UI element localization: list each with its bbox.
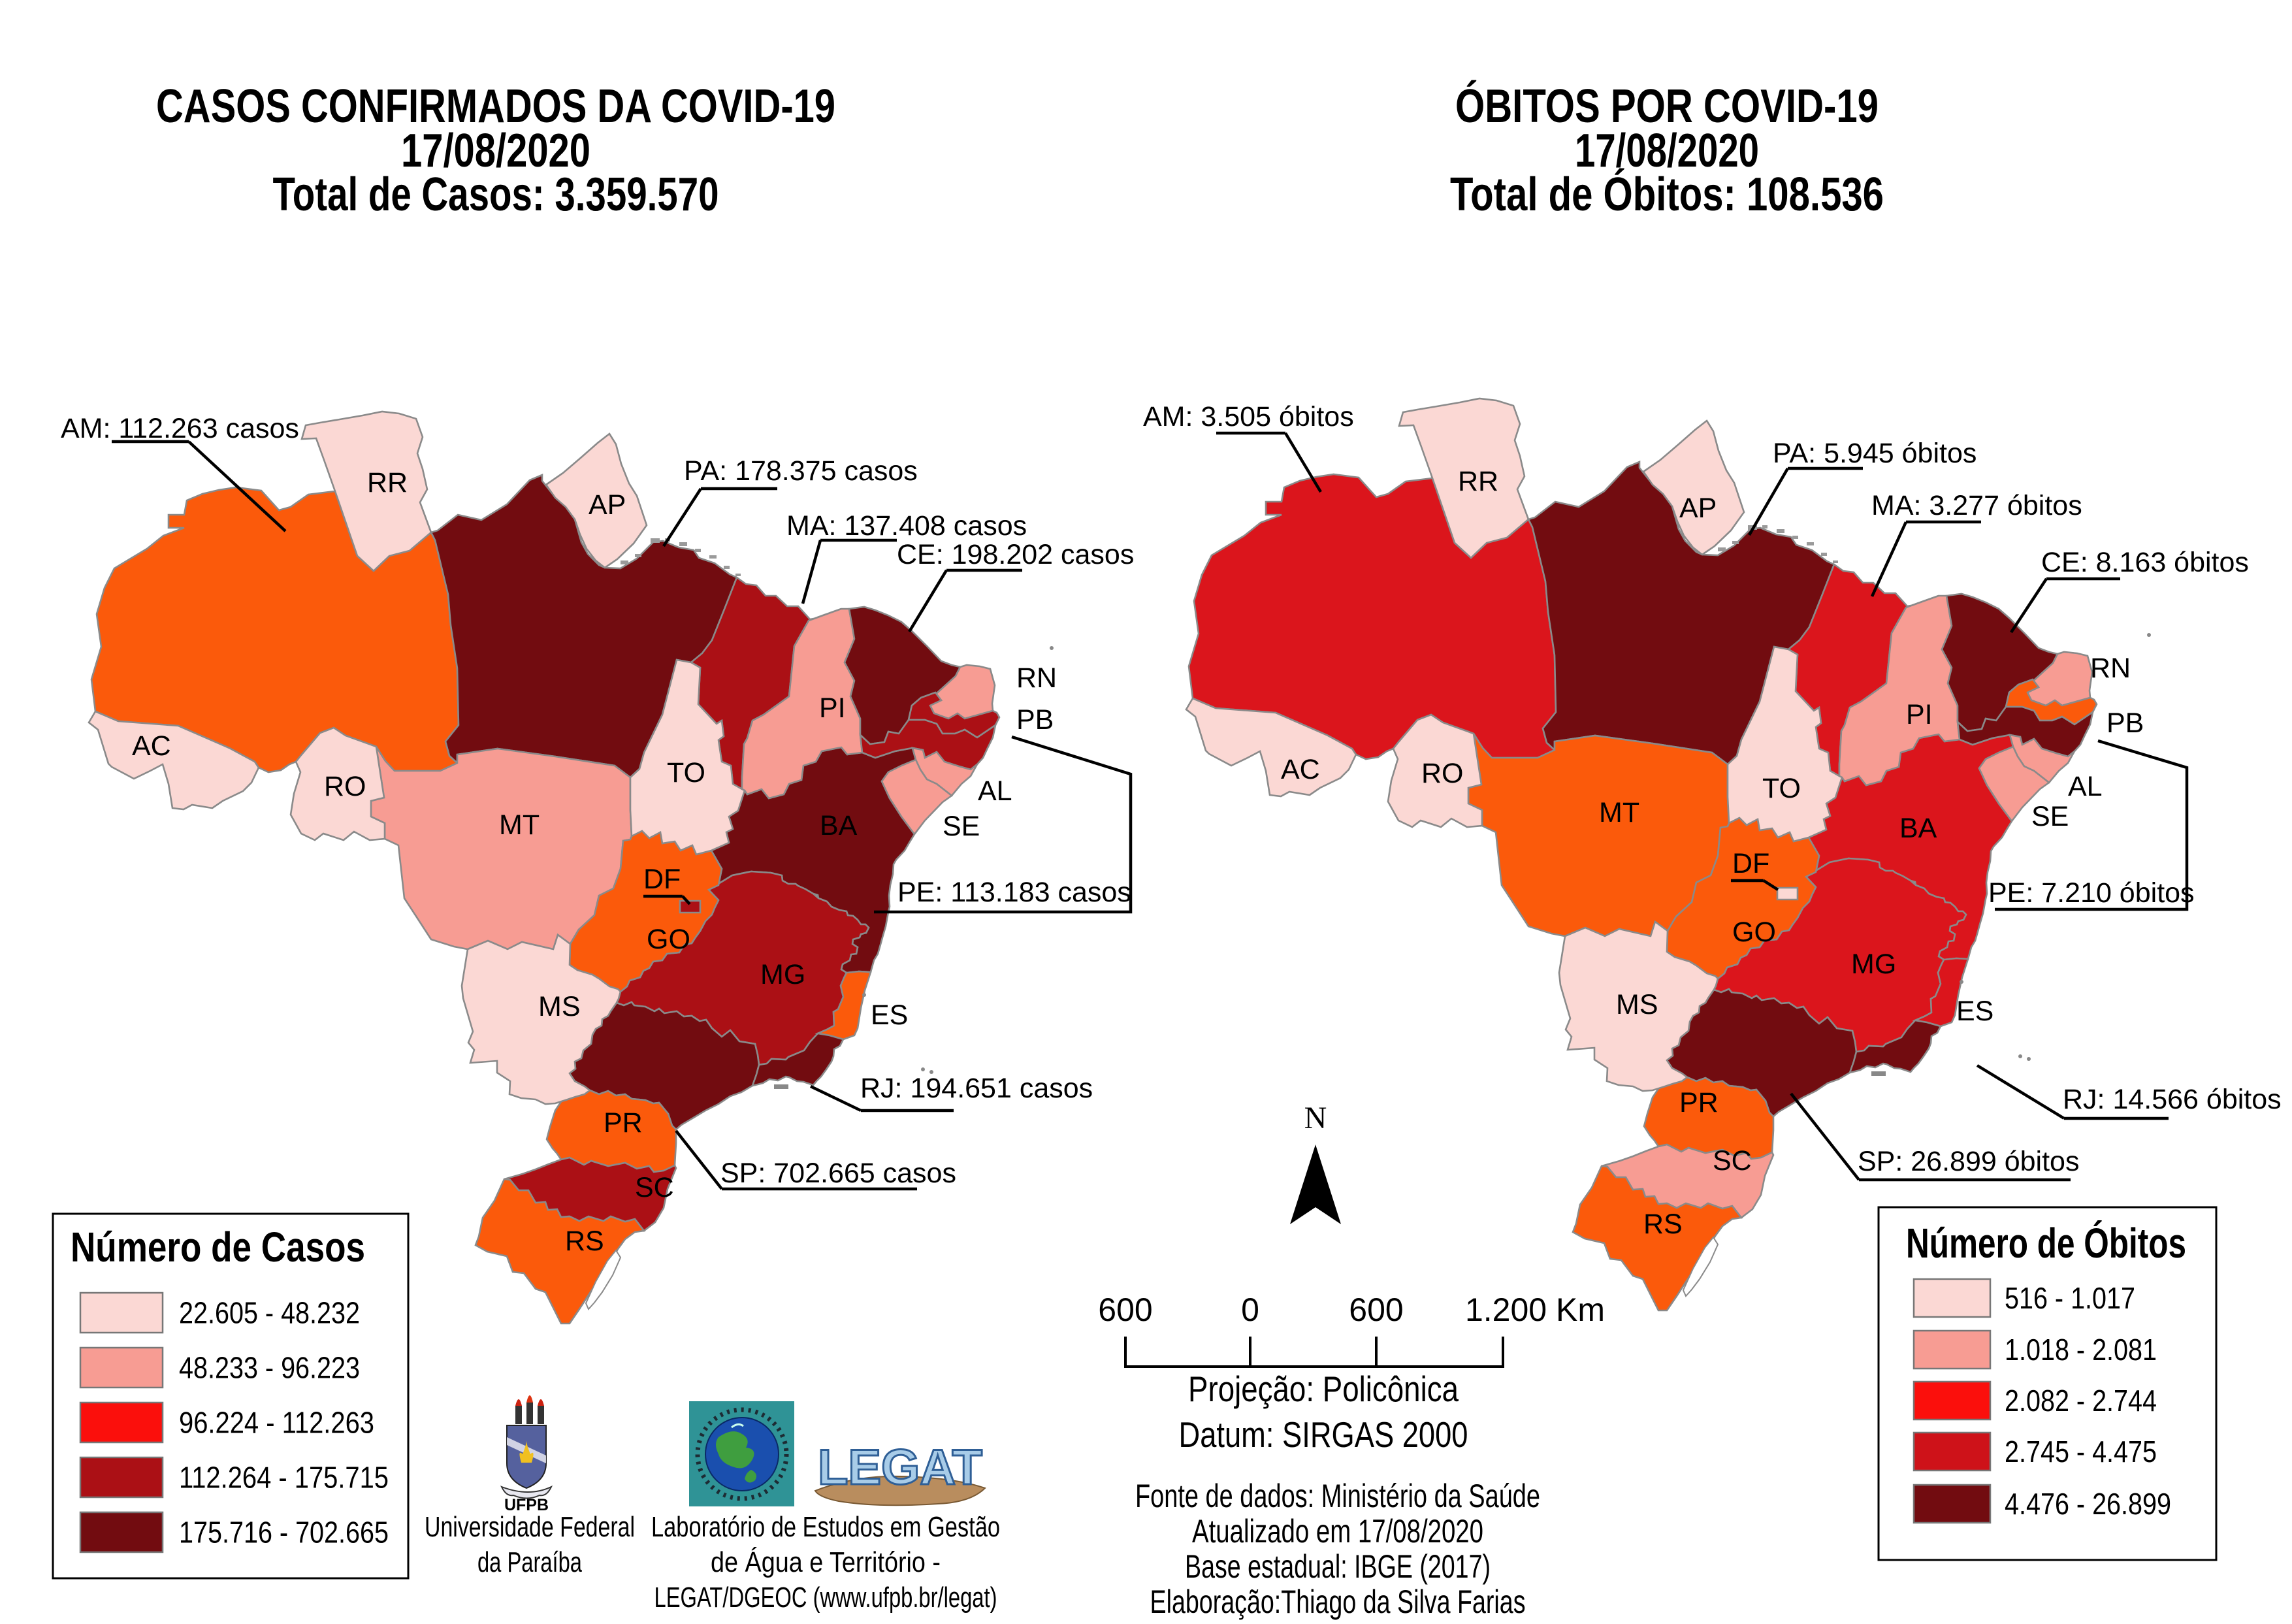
svg-text:AM: 112.263 casos: AM: 112.263 casos	[61, 413, 299, 444]
svg-text:SC: SC	[1713, 1145, 1752, 1177]
svg-text:Datum: SIRGAS 2000: Datum: SIRGAS 2000	[1179, 1414, 1468, 1455]
svg-text:MT: MT	[1599, 797, 1639, 828]
svg-text:2.745 - 4.475: 2.745 - 4.475	[2005, 1435, 2157, 1469]
svg-text:RS: RS	[565, 1226, 604, 1257]
svg-text:Número de Óbitos: Número de Óbitos	[1906, 1220, 2186, 1267]
svg-text:DF: DF	[1732, 848, 1769, 879]
svg-text:LEGAT: LEGAT	[818, 1440, 982, 1495]
svg-text:516 - 1.017: 516 - 1.017	[2005, 1281, 2135, 1315]
svg-text:AP: AP	[1679, 493, 1717, 524]
svg-text:PI: PI	[1906, 699, 1933, 730]
svg-text:MS: MS	[538, 991, 581, 1022]
svg-text:SP: 26.899 óbitos: SP: 26.899 óbitos	[1858, 1146, 2079, 1177]
svg-text:Total de Óbitos: 108.536: Total de Óbitos: 108.536	[1450, 168, 1884, 221]
svg-text:600: 600	[1349, 1291, 1403, 1328]
svg-text:RJ: 194.651 casos: RJ: 194.651 casos	[860, 1073, 1093, 1104]
svg-text:ES: ES	[1956, 996, 1993, 1027]
svg-text:BA: BA	[820, 810, 858, 841]
svg-text:96.224 - 112.263: 96.224 - 112.263	[179, 1406, 374, 1440]
svg-text:TO: TO	[667, 757, 705, 788]
svg-text:GO: GO	[647, 924, 690, 955]
svg-text:ES: ES	[871, 999, 908, 1031]
svg-text:RR: RR	[1458, 466, 1498, 497]
svg-text:MA: 3.277 óbitos: MA: 3.277 óbitos	[1871, 490, 2082, 521]
svg-text:MG: MG	[760, 959, 805, 990]
svg-text:MS: MS	[1616, 989, 1658, 1020]
svg-text:AP: AP	[589, 489, 626, 521]
svg-text:0: 0	[1241, 1291, 1259, 1328]
svg-text:MA: 137.408 casos: MA: 137.408 casos	[786, 510, 1027, 542]
svg-text:Base estadual: IBGE (2017): Base estadual: IBGE (2017)	[1185, 1548, 1491, 1585]
svg-text:PA: 178.375 casos: PA: 178.375 casos	[684, 455, 918, 487]
svg-text:17/08/2020: 17/08/2020	[1575, 125, 1759, 177]
svg-text:Número de Casos: Número de Casos	[71, 1224, 365, 1271]
svg-text:PE: 113.183 casos: PE: 113.183 casos	[897, 877, 1131, 908]
svg-text:RN: RN	[1016, 662, 1057, 694]
svg-text:Projeção: Policônica: Projeção: Policônica	[1188, 1369, 1459, 1409]
svg-text:da Paraíba: da Paraíba	[477, 1546, 582, 1578]
svg-text:RO: RO	[324, 771, 366, 802]
svg-text:PR: PR	[1679, 1087, 1719, 1118]
svg-text:AL: AL	[2068, 771, 2103, 802]
svg-text:CE: 198.202 casos: CE: 198.202 casos	[897, 539, 1134, 570]
svg-text:RN: RN	[2090, 653, 2131, 684]
svg-text:4.476 - 26.899: 4.476 - 26.899	[2005, 1487, 2171, 1521]
svg-text:Elaboração:Thiago da Silva Far: Elaboração:Thiago da Silva Farias	[1150, 1583, 1526, 1620]
svg-text:RO: RO	[1421, 758, 1464, 789]
svg-text:Universidade Federal: Universidade Federal	[425, 1511, 635, 1543]
svg-text:GO: GO	[1732, 917, 1776, 948]
svg-text:MG: MG	[1851, 949, 1896, 980]
svg-text:17/08/2020: 17/08/2020	[401, 125, 590, 177]
svg-text:48.233 - 96.223: 48.233 - 96.223	[179, 1351, 360, 1385]
svg-text:175.716 - 702.665: 175.716 - 702.665	[179, 1516, 389, 1550]
svg-text:Laboratório de Estudos em Gest: Laboratório de Estudos em Gestão	[651, 1511, 1000, 1543]
svg-text:N: N	[1304, 1101, 1327, 1135]
svg-text:PE: 7.210 óbitos: PE: 7.210 óbitos	[1988, 877, 2195, 909]
svg-text:RJ: 14.566 óbitos: RJ: 14.566 óbitos	[2063, 1084, 2282, 1115]
svg-text:Total de Casos: 3.359.570: Total de Casos: 3.359.570	[273, 169, 719, 221]
svg-text:UFPB: UFPB	[504, 1496, 549, 1514]
svg-text:AM: 3.505 óbitos: AM: 3.505 óbitos	[1143, 401, 1354, 432]
svg-text:PB: PB	[1016, 704, 1054, 736]
svg-text:DF: DF	[643, 864, 681, 895]
svg-text:PB: PB	[2106, 707, 2144, 739]
svg-text:2.082 - 2.744: 2.082 - 2.744	[2005, 1384, 2157, 1418]
svg-text:ÓBITOS POR COVID-19: ÓBITOS POR COVID-19	[1455, 80, 1879, 133]
svg-text:600: 600	[1098, 1291, 1152, 1328]
svg-text:PR: PR	[604, 1107, 643, 1139]
svg-text:112.264 - 175.715: 112.264 - 175.715	[179, 1461, 389, 1495]
svg-text:de Água e Território -: de Água e Território -	[711, 1546, 941, 1578]
svg-text:RS: RS	[1643, 1209, 1683, 1240]
svg-text:CE: 8.163 óbitos: CE: 8.163 óbitos	[2041, 547, 2249, 578]
svg-text:Atualizado em 17/08/2020: Atualizado em 17/08/2020	[1192, 1513, 1483, 1550]
svg-text:MT: MT	[499, 809, 540, 841]
svg-text:1.200 Km: 1.200 Km	[1465, 1291, 1605, 1328]
svg-text:LEGAT/DGEOC (www.ufpb.br/legat: LEGAT/DGEOC (www.ufpb.br/legat)	[654, 1582, 997, 1614]
svg-text:AC: AC	[132, 730, 171, 762]
svg-text:PA: 5.945 óbitos: PA: 5.945 óbitos	[1773, 438, 1977, 469]
svg-text:22.605 - 48.232: 22.605 - 48.232	[179, 1296, 360, 1330]
svg-text:RR: RR	[367, 467, 408, 498]
svg-text:1.018 - 2.081: 1.018 - 2.081	[2005, 1333, 2157, 1367]
svg-text:SE: SE	[2031, 801, 2069, 832]
svg-text:SE: SE	[943, 811, 980, 842]
svg-text:AL: AL	[978, 775, 1012, 807]
svg-text:BA: BA	[1899, 813, 1937, 844]
svg-text:TO: TO	[1762, 773, 1801, 804]
svg-text:AC: AC	[1281, 754, 1320, 785]
svg-text:Fonte de dados: Ministério da: Fonte de dados: Ministério da Saúde	[1135, 1478, 1540, 1514]
svg-text:PI: PI	[819, 692, 846, 724]
svg-text:SP: 702.665 casos: SP: 702.665 casos	[720, 1158, 956, 1189]
svg-text:CASOS CONFIRMADOS DA COVID-19: CASOS CONFIRMADOS DA COVID-19	[156, 80, 835, 133]
svg-text:SC: SC	[635, 1172, 674, 1203]
